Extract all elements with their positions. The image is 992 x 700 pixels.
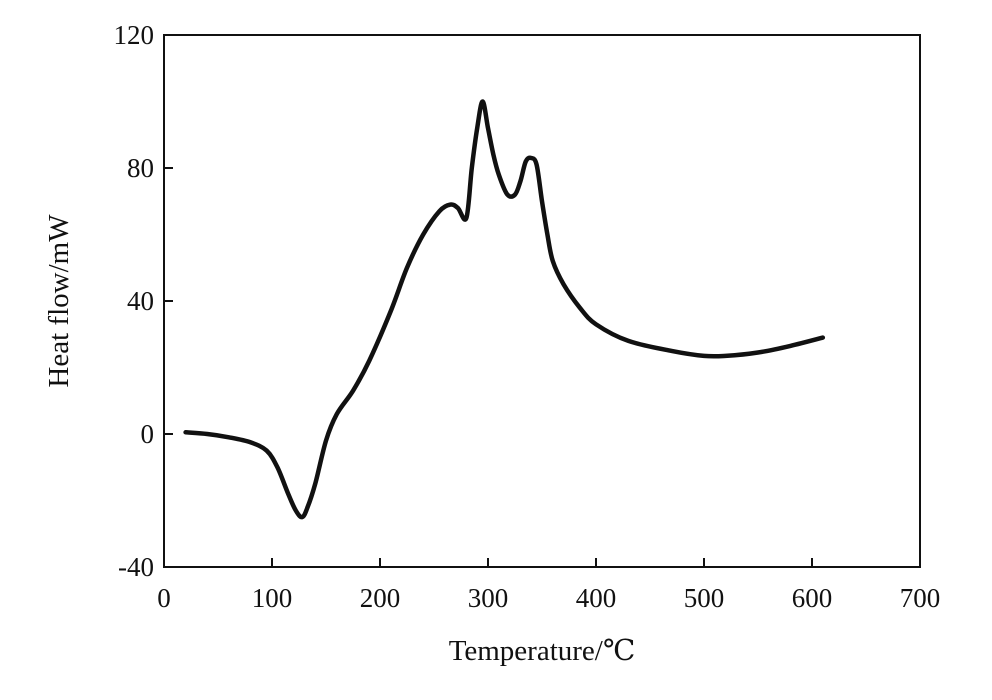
x-tick-label: 600	[792, 583, 833, 613]
x-tick-label: 0	[157, 583, 171, 613]
y-axis-ticks: -40 0 40 80 120	[114, 20, 173, 582]
y-tick-label: 80	[127, 153, 154, 183]
y-tick-label: 0	[141, 419, 155, 449]
y-tick-label: 120	[114, 20, 155, 50]
x-tick-label: 500	[684, 583, 725, 613]
x-tick-label: 100	[252, 583, 293, 613]
y-tick-label: -40	[118, 552, 154, 582]
x-axis-ticks: 0 100 200 300 400 500 600 700	[157, 558, 940, 613]
x-tick-label: 400	[576, 583, 617, 613]
y-axis-title: Heat flow/mW	[43, 214, 75, 388]
y-tick-label: 40	[127, 286, 154, 316]
x-tick-label: 200	[360, 583, 401, 613]
x-axis-title: Temperature/℃	[449, 635, 636, 667]
heat-flow-line	[183, 99, 826, 520]
x-tick-label: 300	[468, 583, 509, 613]
x-tick-label: 700	[900, 583, 941, 613]
plot-frame	[163, 34, 921, 568]
